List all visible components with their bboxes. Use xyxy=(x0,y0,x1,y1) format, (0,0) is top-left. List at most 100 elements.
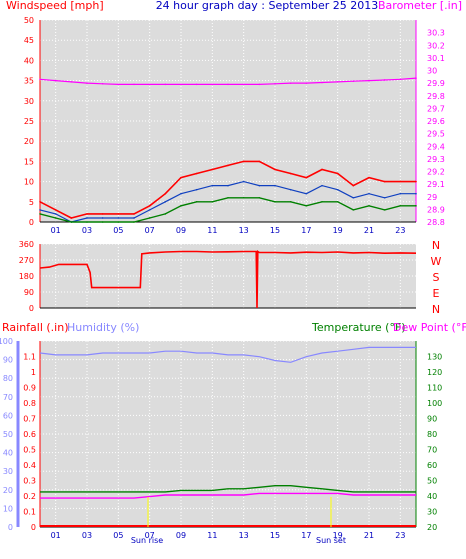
humidity-y-tick: 60 xyxy=(3,411,13,420)
x-tick-label: 17 xyxy=(301,531,311,540)
point-wind_speed xyxy=(211,184,214,187)
point-wind_gust xyxy=(368,176,370,179)
compass-n-top: N xyxy=(432,239,440,252)
dewpoint-axis-title: Dew Point (°F) xyxy=(393,321,466,334)
humidity-y-tick: 80 xyxy=(3,374,13,383)
series-temperature xyxy=(40,485,416,493)
barometer-y-tick: 29.9 xyxy=(427,79,445,88)
humidity-y-tick: 50 xyxy=(3,430,13,439)
point-wind_avg xyxy=(148,217,151,219)
point-barometer xyxy=(383,79,386,81)
x-tick-label: 15 xyxy=(270,226,280,235)
point-wind_speed xyxy=(336,188,339,191)
x-tick-label: 17 xyxy=(301,226,311,235)
temperature-y-tick: 100 xyxy=(427,399,442,408)
wind-y-tick: 45 xyxy=(24,36,34,45)
point-wind_avg xyxy=(399,205,402,207)
x-tick-label: 09 xyxy=(176,531,186,540)
point-wind_avg xyxy=(352,209,355,211)
point-wind_speed xyxy=(101,217,104,219)
point-wind_gust xyxy=(180,176,182,179)
wind-y-tick: 0 xyxy=(29,218,34,227)
point-wind_gust xyxy=(54,209,57,211)
point-wind_speed xyxy=(180,192,182,195)
humidity-y-tick: 20 xyxy=(3,486,13,495)
point-wind_gust xyxy=(117,213,120,215)
point-wind_avg xyxy=(195,201,198,203)
temperature-axis-title: Temperature (°F) xyxy=(311,321,406,334)
humidity-axis-title: Humidity (%) xyxy=(67,321,139,334)
point-wind_speed xyxy=(352,196,355,199)
x-tick-label: 03 xyxy=(82,226,92,235)
point-wind_speed xyxy=(321,184,323,187)
point-barometer xyxy=(148,83,151,86)
rain-y-tick: 0.9 xyxy=(23,384,36,393)
x-tick-label: 07 xyxy=(145,531,155,540)
barometer-y-tick: 29.5 xyxy=(427,130,445,139)
rainfall-axis-title: Rainfall (.in) xyxy=(2,321,69,334)
wind-y-tick: 50 xyxy=(24,16,34,25)
point-wind_gust xyxy=(148,205,151,207)
x-tick-label: 09 xyxy=(176,226,186,235)
point-barometer xyxy=(101,82,104,85)
point-wind_avg xyxy=(227,196,229,199)
direction-y-tick: 270 xyxy=(19,256,34,265)
temperature-y-tick: 30 xyxy=(427,508,437,517)
point-barometer xyxy=(54,79,57,82)
series-wind-direction xyxy=(39,250,417,309)
point-wind_speed xyxy=(227,184,229,187)
rain-y-tick: 1 xyxy=(31,368,36,377)
temperature-y-tick: 20 xyxy=(427,523,437,532)
point-wind_gust xyxy=(211,168,214,171)
barometer-y-tick: 29.4 xyxy=(427,142,445,151)
point-wind_gust xyxy=(242,160,245,163)
point-wind_speed xyxy=(258,184,261,187)
temperature-y-tick: 70 xyxy=(427,446,437,455)
point-barometer xyxy=(305,82,308,84)
humidity-y-tick: 40 xyxy=(3,449,13,458)
point-wind_speed xyxy=(305,192,308,195)
point-barometer xyxy=(399,78,402,81)
rain-y-tick: 1.1 xyxy=(23,353,36,362)
point-wind_speed xyxy=(148,209,151,211)
temperature-y-tick: 90 xyxy=(427,415,437,424)
x-tick-label: 05 xyxy=(113,226,123,235)
point-wind_gust xyxy=(336,172,339,175)
temperature-y-tick: 50 xyxy=(427,477,437,486)
temperature-y-tick: 60 xyxy=(427,461,437,470)
point-wind_avg xyxy=(54,217,57,219)
barometer-y-tick: 29.6 xyxy=(427,117,445,126)
point-wind_avg xyxy=(289,201,292,203)
wind-y-tick: 35 xyxy=(24,77,34,86)
barometer-y-tick: 30 xyxy=(427,67,437,76)
point-barometer xyxy=(39,78,41,81)
point-barometer xyxy=(211,83,214,86)
direction-y-tick: 180 xyxy=(19,272,34,281)
wind-y-tick: 15 xyxy=(24,157,34,166)
temperature-y-tick: 110 xyxy=(427,384,442,393)
rain-y-tick: 0.4 xyxy=(23,461,36,470)
point-wind_avg xyxy=(321,201,323,203)
direction-y-tick: 0 xyxy=(29,304,34,313)
point-wind_gust xyxy=(164,192,167,195)
point-wind_speed xyxy=(399,192,402,195)
compass-w: W xyxy=(431,255,442,268)
series-humidity xyxy=(39,346,416,363)
point-wind_gust xyxy=(86,213,88,215)
wind-y-tick: 10 xyxy=(24,178,34,187)
point-wind_speed xyxy=(86,217,88,219)
point-wind_avg xyxy=(70,221,73,223)
humidity-y-tick: 90 xyxy=(3,356,13,365)
point-wind_gust xyxy=(101,213,104,215)
rain-y-tick: 0 xyxy=(31,523,36,532)
point-barometer xyxy=(258,83,261,86)
x-tick-label: 05 xyxy=(113,531,123,540)
x-tick-label: 01 xyxy=(51,531,61,540)
point-wind_speed xyxy=(164,201,167,203)
barometer-y-tick: 30.3 xyxy=(427,29,445,38)
point-barometer xyxy=(227,83,229,86)
point-barometer xyxy=(368,79,370,82)
point-wind_avg xyxy=(383,209,386,211)
